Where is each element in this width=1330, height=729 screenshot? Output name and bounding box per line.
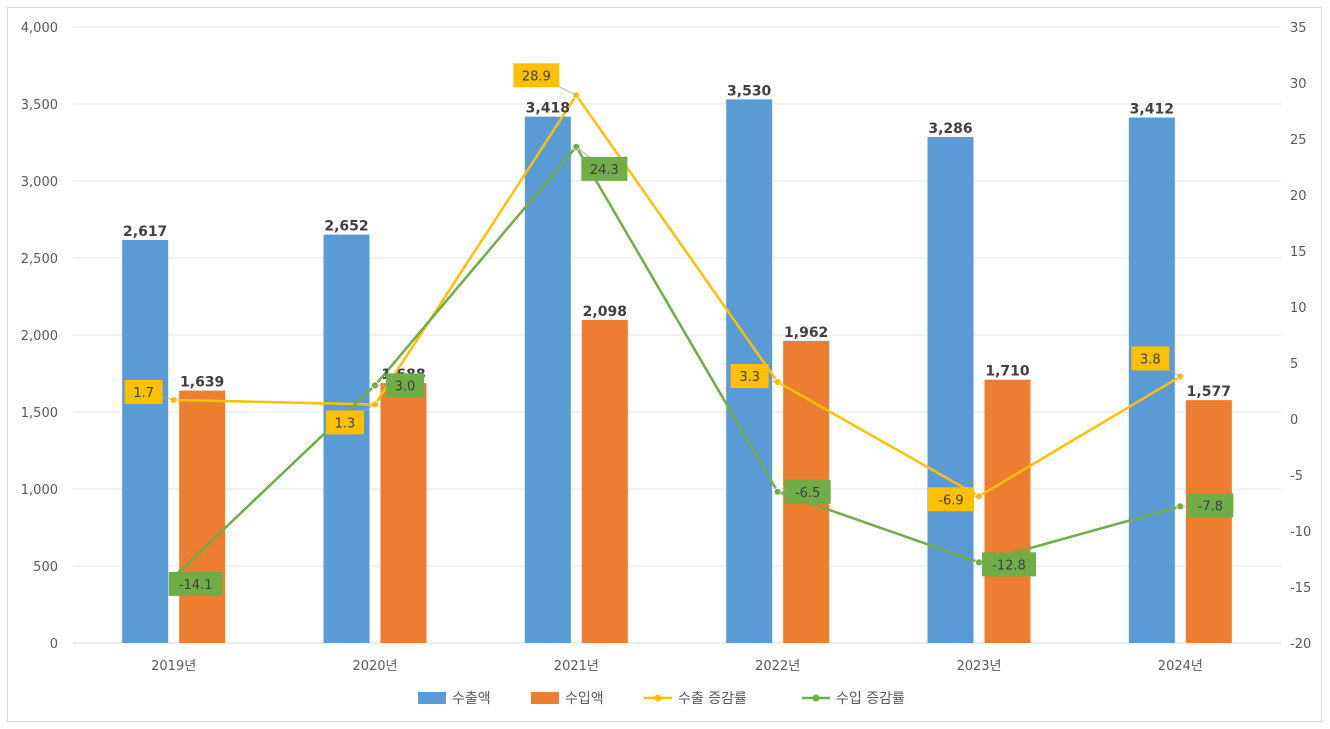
line-label-box [982, 552, 1036, 577]
bar-value-label: 2,617 [123, 224, 167, 240]
legend-label: 수입 증감률 [836, 691, 905, 707]
right-tick-label: 30 [1290, 77, 1307, 92]
right-tick-label: 25 [1290, 133, 1307, 148]
bar-value-label: 3,530 [727, 83, 772, 99]
left-axis: 0 500 1,000 1,500 2,000 2,500 3,000 3,500 4,000 [21, 21, 58, 652]
bar [1128, 117, 1175, 643]
gridlines [73, 26, 1281, 644]
bar [323, 234, 370, 644]
bar [984, 379, 1031, 643]
line-value-label: -7.8 [1198, 499, 1223, 514]
bar-value-label: 1,639 [180, 375, 224, 391]
legend-swatch [418, 692, 446, 704]
bar [1185, 400, 1232, 643]
right-tick-label: -5 [1290, 469, 1303, 484]
x-axis: 2019년 2020년 2021년 2022년 2023년 2024년 [151, 659, 1203, 674]
line-value-label: 1.7 [133, 386, 154, 401]
line-value-label: -6.9 [938, 493, 963, 508]
line-value-label: -14.1 [179, 578, 213, 593]
left-tick-label: 500 [33, 560, 58, 575]
left-tick-label: 4,000 [21, 21, 58, 36]
bar-value-label: 1,577 [1187, 384, 1231, 400]
legend-swatch [531, 692, 559, 704]
chart-frame: 0 500 1,000 1,500 2,000 2,500 3,000 3,500 4,000 … [7, 7, 1322, 722]
line-label-box [168, 571, 223, 596]
left-tick-label: 1,500 [21, 406, 58, 421]
lines [169, 91, 1185, 581]
legend-label: 수출액 [452, 691, 491, 707]
bar-value-label: 3,286 [928, 121, 972, 137]
legend-label: 수출 증감률 [678, 691, 747, 707]
legend-label: 수입액 [565, 691, 604, 707]
line-label-box [1131, 346, 1170, 371]
line-value-label: 24.3 [590, 163, 619, 178]
line-value-label: 3.3 [739, 370, 760, 385]
line-value-label: 3.8 [1140, 352, 1161, 367]
line-label-box [730, 364, 769, 389]
right-tick-label: 15 [1290, 245, 1307, 260]
bar [927, 136, 974, 643]
bar-value-label: 3,418 [526, 101, 570, 117]
bars [122, 99, 1232, 644]
x-tick-label: 2023년 [956, 659, 1001, 674]
line-label-box [124, 379, 163, 404]
line-label-box [386, 373, 424, 398]
left-tick-label: 2,000 [21, 329, 58, 344]
combo-chart: 05001,0001,5002,0002,5003,0003,5004,000 … [21, 21, 1311, 707]
bar [179, 390, 226, 643]
line-label-box [1187, 493, 1234, 518]
right-tick-label: 20 [1290, 189, 1307, 204]
line-label-box [784, 479, 831, 504]
legend: 수출액 수입액 수출 증감률 수입 증감률 [418, 691, 905, 707]
legend-marker [812, 694, 820, 702]
line-label-box [581, 156, 628, 181]
bar-value-label: 2,098 [583, 304, 627, 320]
right-tick-label: -15 [1290, 581, 1311, 596]
left-tick-label: 3,500 [21, 98, 58, 113]
line-label-box [928, 487, 974, 512]
right-tick-label: 0 [1290, 413, 1298, 428]
bar-value-label: 1,710 [985, 364, 1030, 380]
line-value-label: 3.0 [395, 379, 416, 394]
left-tick-label: 0 [50, 637, 58, 652]
bar-value-label: 3,412 [1130, 102, 1174, 118]
line-value-label: -6.5 [795, 486, 820, 501]
left-tick-label: 1,000 [21, 483, 58, 498]
bar [524, 116, 571, 644]
line-label-box [513, 63, 560, 88]
line-value-label: 1.3 [335, 416, 356, 431]
bar [581, 319, 628, 643]
data-labels: 2,6172,6523,4183,5303,2863,4121,6391,688… [123, 63, 1234, 596]
x-tick-label: 2022년 [755, 659, 800, 674]
bar-value-label: 2,652 [324, 219, 368, 235]
right-tick-label: -20 [1290, 637, 1311, 652]
legend-marker [654, 694, 662, 702]
right-tick-label: -10 [1290, 525, 1311, 540]
line-value-label: 28.9 [522, 69, 551, 84]
left-tick-label: 2,500 [21, 252, 58, 267]
line-label-box [326, 410, 364, 435]
right-axis: -20 -15 -10 -5 0 5 10 15 20 25 30 35 [1290, 21, 1311, 652]
bar [380, 383, 427, 643]
x-tick-label: 2024년 [1158, 659, 1203, 674]
x-tick-label: 2021년 [554, 659, 599, 674]
line-value-label: -12.8 [992, 558, 1026, 573]
series-line [173, 94, 1181, 498]
right-tick-label: 10 [1290, 301, 1307, 316]
right-tick-label: 35 [1290, 21, 1307, 36]
bar [122, 239, 169, 643]
x-tick-label: 2019년 [151, 659, 196, 674]
right-tick-label: 5 [1290, 357, 1298, 372]
bar-value-label: 1,962 [784, 325, 828, 341]
x-tick-label: 2020년 [352, 659, 397, 674]
left-tick-label: 3,000 [21, 175, 58, 190]
